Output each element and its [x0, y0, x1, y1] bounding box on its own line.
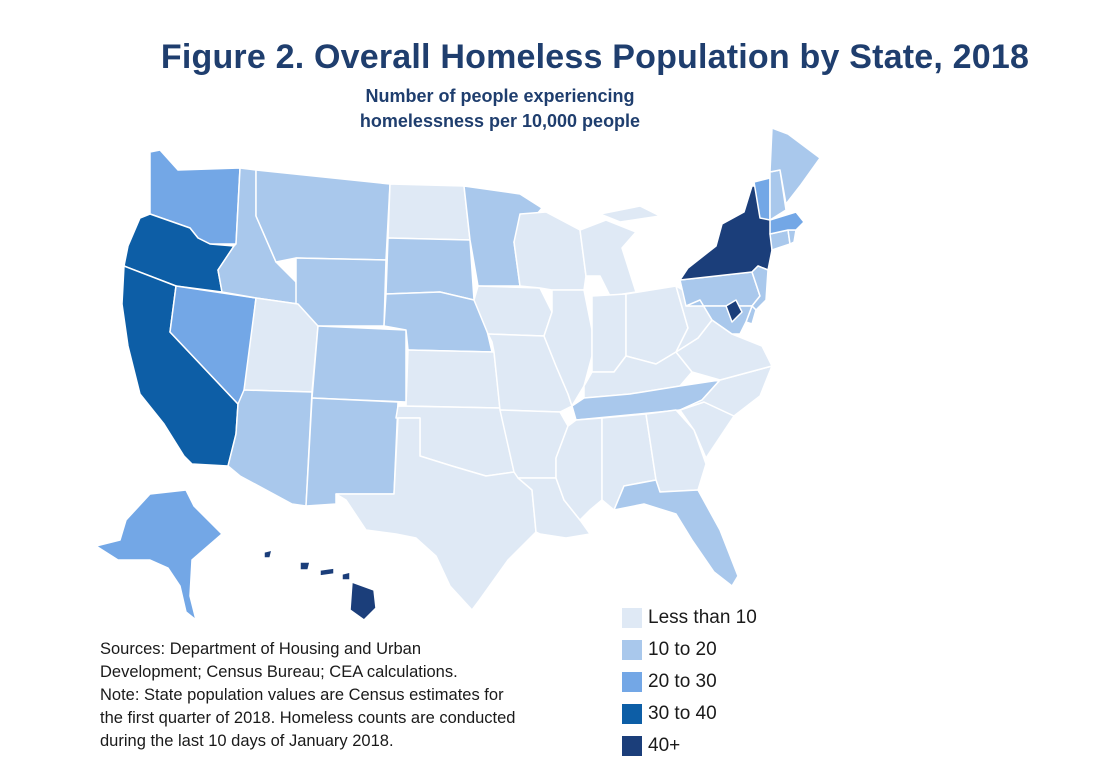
states-layer [95, 127, 821, 621]
legend-label: 20 to 30 [648, 671, 717, 692]
state-ma [769, 211, 805, 235]
state-nm [305, 397, 399, 507]
legend-item-40-plus: 40+ [622, 730, 757, 762]
source-notes: Sources: Department of Housing and Urban… [100, 638, 600, 753]
legend-swatch [622, 672, 642, 692]
legend-label: Less than 10 [648, 607, 757, 628]
state-ks [405, 349, 501, 409]
legend-item-10-to-20: 10 to 20 [622, 634, 757, 666]
legend-label: 10 to 20 [648, 639, 717, 660]
state-co [311, 325, 407, 403]
state-nc [679, 365, 773, 417]
state-mi [579, 205, 661, 297]
state-in [591, 293, 627, 373]
legend-item-20-to-30: 20 to 30 [622, 666, 757, 698]
state-tx [335, 417, 537, 611]
notes-line: the first quarter of 2018. Homeless coun… [100, 709, 516, 727]
state-dc [725, 299, 743, 323]
state-ak [95, 489, 223, 621]
legend-label: 30 to 40 [648, 703, 717, 724]
notes-line: during the last 10 days of January 2018. [100, 732, 394, 750]
legend-item-less-than-10: Less than 10 [622, 602, 757, 634]
legend-swatch [622, 736, 642, 756]
state-ia [473, 285, 553, 337]
legend-swatch [622, 640, 642, 660]
legend-item-30-to-40: 30 to 40 [622, 698, 757, 730]
legend-label: 40+ [648, 735, 681, 756]
chart-subtitle: Number of people experiencing homelessne… [300, 84, 700, 134]
legend: Less than 10 10 to 20 20 to 30 30 to 40 … [622, 602, 757, 762]
state-az [227, 389, 313, 507]
state-wi [513, 211, 587, 291]
notes-line: Note: State population values are Census… [100, 686, 504, 704]
state-ri [787, 229, 797, 245]
notes-line: Development; Census Bureau; CEA calculat… [100, 663, 458, 681]
subtitle-line-2: homelessness per 10,000 people [359, 111, 641, 131]
legend-swatch [622, 608, 642, 628]
chart-title: Figure 2. Overall Homeless Population by… [160, 38, 1030, 76]
state-hi [263, 549, 377, 621]
notes-line: Sources: Department of Housing and Urban [100, 640, 422, 658]
state-nd [387, 183, 471, 241]
state-me [769, 127, 821, 205]
legend-swatch [622, 704, 642, 724]
state-sd [385, 237, 475, 301]
state-mt [255, 169, 391, 263]
subtitle-line-1: Number of people experiencing [365, 86, 635, 106]
state-fl [613, 479, 739, 587]
